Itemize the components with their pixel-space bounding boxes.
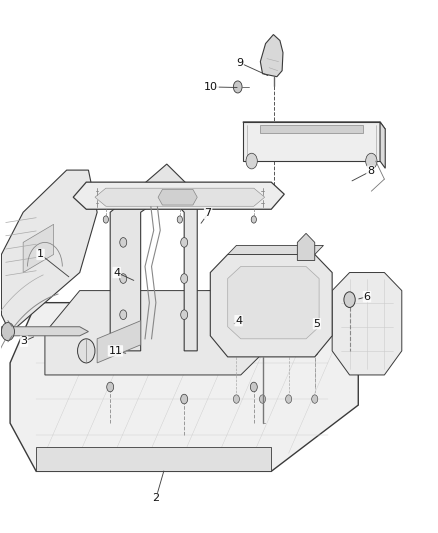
Circle shape bbox=[286, 395, 292, 403]
Polygon shape bbox=[1, 170, 97, 333]
Circle shape bbox=[1, 322, 14, 341]
Circle shape bbox=[233, 81, 242, 93]
Circle shape bbox=[251, 216, 256, 223]
Circle shape bbox=[366, 153, 377, 169]
Circle shape bbox=[246, 153, 257, 169]
Polygon shape bbox=[110, 164, 197, 351]
Text: 7: 7 bbox=[205, 208, 212, 219]
Text: 11: 11 bbox=[109, 346, 122, 356]
Text: 6: 6 bbox=[364, 292, 371, 302]
Circle shape bbox=[181, 394, 187, 404]
Polygon shape bbox=[260, 125, 363, 133]
Circle shape bbox=[177, 216, 183, 223]
Circle shape bbox=[344, 292, 355, 308]
Polygon shape bbox=[23, 224, 53, 272]
Text: 4: 4 bbox=[113, 268, 120, 278]
Polygon shape bbox=[73, 182, 284, 209]
Polygon shape bbox=[45, 290, 271, 375]
Polygon shape bbox=[36, 447, 271, 471]
Polygon shape bbox=[95, 188, 265, 206]
Text: 2: 2 bbox=[152, 494, 159, 504]
Circle shape bbox=[107, 382, 114, 392]
Text: 5: 5 bbox=[314, 319, 321, 329]
Text: 9: 9 bbox=[237, 58, 244, 68]
Polygon shape bbox=[228, 266, 319, 339]
Circle shape bbox=[311, 346, 318, 356]
Text: 10: 10 bbox=[204, 82, 218, 92]
Polygon shape bbox=[97, 321, 141, 363]
Polygon shape bbox=[243, 122, 380, 161]
Text: 4: 4 bbox=[235, 316, 242, 326]
Circle shape bbox=[181, 238, 187, 247]
Polygon shape bbox=[210, 254, 332, 357]
Circle shape bbox=[181, 274, 187, 284]
Circle shape bbox=[78, 339, 95, 363]
Circle shape bbox=[312, 395, 318, 403]
Text: 8: 8 bbox=[367, 166, 374, 176]
Circle shape bbox=[120, 238, 127, 247]
Circle shape bbox=[120, 274, 127, 284]
Polygon shape bbox=[158, 189, 197, 205]
Polygon shape bbox=[332, 272, 402, 375]
Polygon shape bbox=[10, 290, 358, 471]
Circle shape bbox=[233, 395, 240, 403]
Polygon shape bbox=[380, 122, 385, 168]
Polygon shape bbox=[260, 35, 283, 77]
Circle shape bbox=[259, 395, 265, 403]
Circle shape bbox=[103, 216, 109, 223]
Circle shape bbox=[311, 286, 318, 295]
Polygon shape bbox=[297, 233, 315, 261]
Circle shape bbox=[251, 382, 257, 392]
Circle shape bbox=[120, 310, 127, 319]
Text: 3: 3 bbox=[21, 336, 28, 346]
Circle shape bbox=[181, 310, 187, 319]
Text: 1: 1 bbox=[37, 249, 44, 260]
Polygon shape bbox=[1, 327, 88, 336]
Polygon shape bbox=[243, 122, 385, 129]
Polygon shape bbox=[228, 245, 323, 254]
